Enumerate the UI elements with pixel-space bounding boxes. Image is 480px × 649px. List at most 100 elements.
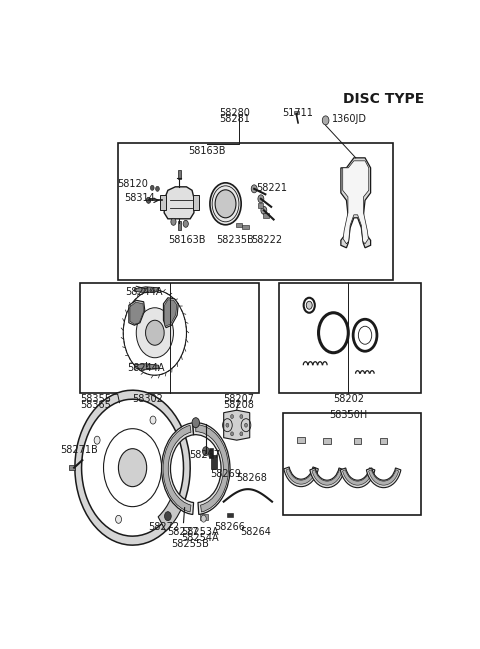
Text: 58202: 58202	[333, 394, 364, 404]
Text: 58235B: 58235B	[216, 236, 254, 245]
Wedge shape	[369, 470, 399, 485]
Wedge shape	[343, 470, 372, 485]
Text: 58314: 58314	[125, 193, 156, 203]
Text: 58267: 58267	[190, 450, 221, 460]
Polygon shape	[341, 158, 371, 248]
Circle shape	[150, 186, 154, 190]
Circle shape	[258, 195, 264, 202]
Circle shape	[201, 515, 206, 522]
Bar	[178, 170, 180, 179]
Circle shape	[251, 185, 257, 193]
Polygon shape	[164, 187, 194, 219]
Bar	[354, 437, 361, 444]
Circle shape	[203, 447, 209, 456]
Circle shape	[145, 320, 164, 345]
Text: 58302: 58302	[132, 394, 163, 404]
Polygon shape	[134, 287, 158, 293]
Circle shape	[94, 436, 100, 444]
Text: 58208: 58208	[223, 400, 254, 410]
Text: 58269: 58269	[210, 469, 241, 479]
Wedge shape	[366, 468, 401, 487]
Text: 58355: 58355	[80, 394, 111, 404]
Polygon shape	[224, 410, 250, 440]
Bar	[211, 455, 217, 469]
Text: 58264: 58264	[240, 526, 271, 537]
Circle shape	[119, 448, 147, 487]
Circle shape	[306, 301, 312, 310]
Polygon shape	[343, 161, 369, 244]
Text: 58253A: 58253A	[180, 526, 218, 537]
Circle shape	[226, 423, 229, 427]
Bar	[228, 513, 233, 517]
Wedge shape	[75, 390, 190, 545]
Bar	[380, 437, 387, 444]
Text: 58271B: 58271B	[60, 445, 98, 455]
Text: 58365: 58365	[80, 400, 111, 410]
Wedge shape	[340, 468, 375, 487]
Circle shape	[322, 116, 329, 125]
Polygon shape	[134, 363, 158, 370]
Circle shape	[230, 415, 234, 419]
Text: 58163B: 58163B	[188, 146, 226, 156]
Bar	[242, 225, 249, 229]
Text: 58277: 58277	[167, 526, 198, 537]
Text: 58281: 58281	[219, 114, 250, 124]
Bar	[118, 143, 393, 280]
Wedge shape	[163, 425, 191, 512]
Text: 58120: 58120	[117, 179, 148, 189]
Bar	[283, 413, 421, 515]
Circle shape	[240, 432, 243, 436]
Circle shape	[215, 190, 236, 218]
Text: 58222: 58222	[251, 236, 282, 245]
Circle shape	[150, 416, 156, 424]
Text: 58207: 58207	[223, 394, 254, 404]
Wedge shape	[193, 422, 230, 515]
Bar	[209, 448, 213, 458]
Circle shape	[240, 415, 243, 419]
Bar	[297, 437, 305, 443]
Wedge shape	[286, 469, 316, 484]
Bar	[294, 111, 299, 114]
Wedge shape	[284, 467, 318, 487]
Bar	[178, 221, 180, 230]
Bar	[258, 203, 263, 208]
Circle shape	[116, 515, 121, 523]
Polygon shape	[130, 302, 144, 324]
Text: 1360JD: 1360JD	[332, 114, 367, 124]
Wedge shape	[162, 423, 193, 515]
Circle shape	[183, 220, 188, 227]
Polygon shape	[129, 300, 145, 325]
Text: 58272: 58272	[149, 522, 180, 532]
Text: 58163B: 58163B	[168, 236, 205, 245]
Polygon shape	[165, 300, 177, 326]
Bar	[69, 465, 75, 470]
Wedge shape	[312, 470, 342, 485]
Bar	[324, 437, 331, 444]
Bar	[279, 283, 421, 393]
Wedge shape	[310, 468, 344, 487]
Wedge shape	[196, 424, 228, 512]
Text: 58280: 58280	[219, 108, 250, 118]
Text: 51711: 51711	[283, 108, 313, 118]
Text: 58350H: 58350H	[329, 410, 367, 420]
Text: 58254A: 58254A	[180, 533, 218, 543]
Bar	[81, 283, 259, 393]
Circle shape	[136, 308, 173, 358]
Bar	[236, 223, 242, 227]
Text: 58244A: 58244A	[125, 287, 163, 297]
Circle shape	[146, 197, 151, 203]
Circle shape	[261, 206, 267, 214]
Circle shape	[230, 432, 234, 436]
Bar	[264, 214, 269, 218]
Text: 58268: 58268	[236, 472, 267, 483]
Circle shape	[156, 186, 159, 191]
Bar	[200, 514, 208, 520]
Circle shape	[210, 183, 241, 225]
Polygon shape	[163, 298, 178, 328]
Text: DISC TYPE: DISC TYPE	[343, 92, 424, 106]
Bar	[160, 195, 166, 210]
Text: 58255B: 58255B	[171, 539, 209, 548]
Text: 58244A: 58244A	[127, 363, 164, 373]
Circle shape	[192, 418, 200, 428]
Circle shape	[165, 511, 171, 520]
